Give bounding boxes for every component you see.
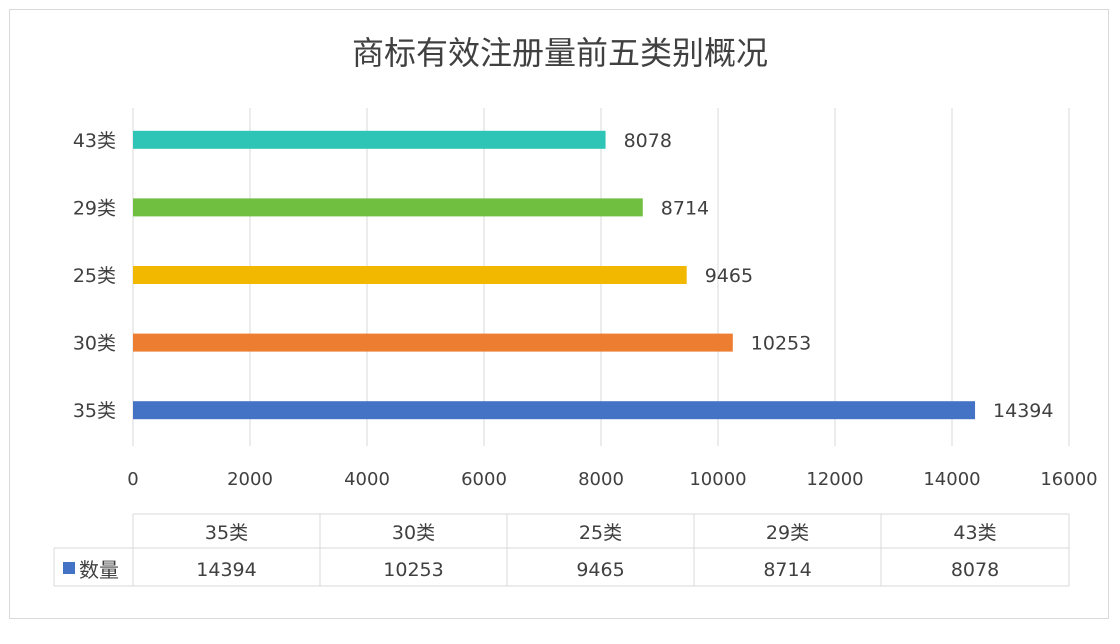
table-value-cell: 8078 bbox=[951, 559, 999, 581]
table-value-cell: 10253 bbox=[383, 559, 443, 581]
table-header-cell: 43类 bbox=[953, 522, 996, 544]
data-label: 10253 bbox=[751, 333, 811, 355]
data-label: 14394 bbox=[993, 400, 1053, 422]
chart-title: 商标有效注册量前五类别概况 bbox=[351, 34, 768, 72]
legend-label: 数量 bbox=[79, 558, 119, 582]
x-tick-label: 2000 bbox=[227, 469, 273, 490]
x-tick-label: 16000 bbox=[1040, 469, 1097, 490]
table-value-cell: 9465 bbox=[576, 559, 624, 581]
x-tick-label: 6000 bbox=[461, 469, 507, 490]
table-header-cell: 30类 bbox=[392, 522, 435, 544]
data-label: 8714 bbox=[661, 197, 709, 219]
data-label: 9465 bbox=[705, 265, 753, 287]
y-tick-label: 43类 bbox=[73, 130, 116, 152]
table-value-cell: 14394 bbox=[196, 559, 256, 581]
table-header-cell: 35类 bbox=[205, 522, 248, 544]
x-tick-label: 12000 bbox=[806, 469, 863, 490]
y-tick-label: 35类 bbox=[73, 400, 116, 422]
bar-30类 bbox=[133, 333, 733, 352]
bar-35类 bbox=[133, 401, 976, 420]
x-tick-label: 0 bbox=[127, 469, 138, 490]
y-tick-label: 25类 bbox=[73, 265, 116, 287]
bar-43类 bbox=[133, 130, 606, 149]
x-tick-label: 4000 bbox=[344, 469, 390, 490]
y-tick-label: 29类 bbox=[73, 197, 116, 219]
bar-29类 bbox=[133, 198, 643, 217]
table-header-cell: 29类 bbox=[766, 522, 809, 544]
x-tick-label: 10000 bbox=[689, 469, 746, 490]
x-tick-label: 8000 bbox=[578, 469, 624, 490]
chart-border bbox=[9, 9, 1109, 619]
table-header-cell: 25类 bbox=[579, 522, 622, 544]
bar-25类 bbox=[133, 266, 687, 284]
x-tick-label: 14000 bbox=[923, 469, 980, 490]
table-value-cell: 8714 bbox=[763, 559, 811, 581]
y-tick-label: 30类 bbox=[73, 333, 116, 355]
data-label: 8078 bbox=[624, 130, 672, 152]
legend-swatch bbox=[63, 562, 75, 574]
